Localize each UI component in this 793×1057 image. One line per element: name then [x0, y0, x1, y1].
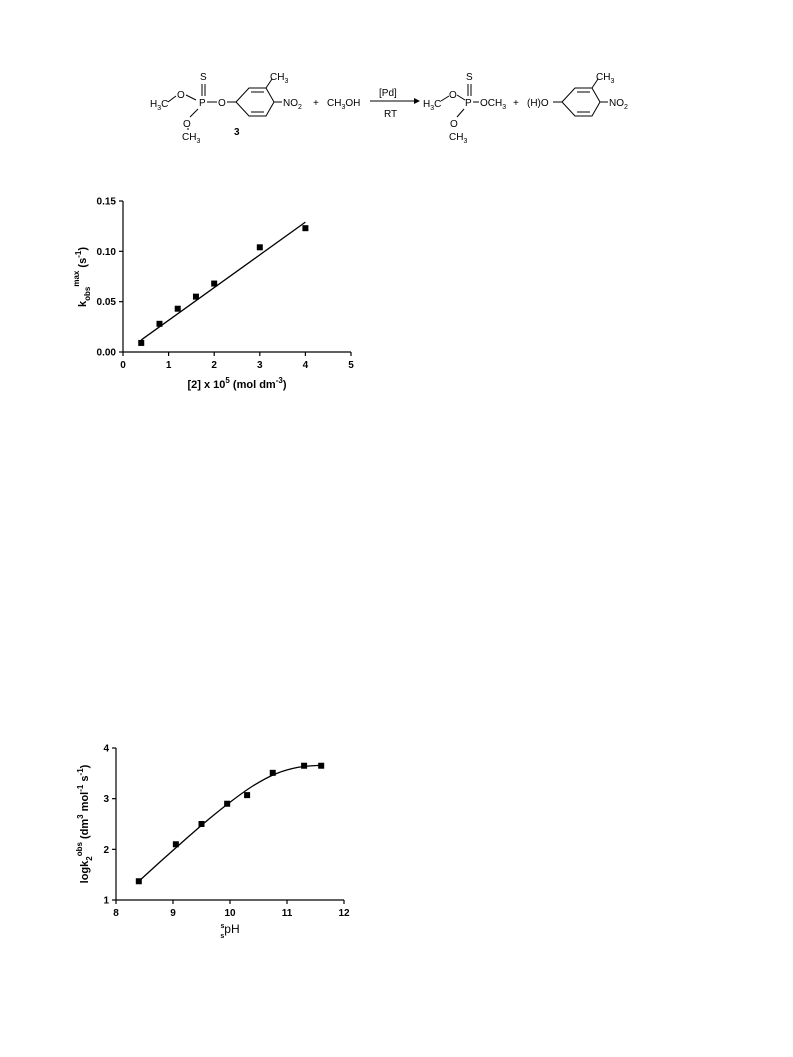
x-tick-label: 12 [338, 908, 350, 919]
x-tick-label: 8 [113, 908, 119, 919]
reactant-o-aryl: O [218, 98, 226, 109]
reactant-no2: NO2 [283, 98, 302, 111]
reactant-aryl-ch3: CH3 [270, 72, 288, 85]
y-tick-label: 0.00 [97, 348, 117, 359]
chart1-y-axis-title: kobsmax (s-1) [72, 247, 92, 307]
data-point [211, 280, 218, 287]
chart1-x-axis-title: [2] x 105 (mol dm-3) [187, 376, 286, 391]
chart-kobs-vs-concentration: 0 1 2 3 4 5 0.00 0.05 0.10 0.15 [2] x 105 (mol dm… [72, 197, 354, 392]
y-tick-label: 0.15 [97, 197, 117, 208]
y-tick-label: 2 [103, 845, 109, 856]
data-point [172, 841, 179, 848]
reaction-scheme: S P O H3C O CH3 O CH3 NO2 3 + CH3OH [Pd]… [150, 72, 628, 145]
chart2-axes [115, 748, 344, 901]
y-tick-label: 4 [103, 744, 109, 755]
condition-label: RT [384, 109, 397, 120]
product-s-atom: S [466, 72, 473, 83]
reactant-o-left: O [177, 90, 185, 101]
data-point [224, 800, 231, 807]
product-ch3-bottom: CH3 [449, 132, 467, 145]
plus-sign-1: + [313, 98, 319, 109]
reaction-arrowhead [414, 98, 420, 104]
product-och3: OCH3 [480, 98, 506, 111]
catalyst-label: [Pd] [379, 88, 397, 99]
reactant-s-atom: S [200, 72, 207, 83]
product-ho: (H)O [527, 98, 549, 109]
product-o-left: O [449, 90, 457, 101]
y-tick-label: 3 [103, 794, 109, 805]
data-point [318, 762, 325, 769]
x-tick-label: 9 [170, 908, 176, 919]
data-point [269, 769, 276, 776]
reactant-compound-number: 3 [234, 127, 240, 138]
x-tick-label: 5 [348, 360, 354, 371]
reactant-h3c: H3C [150, 99, 168, 112]
y-tick-label: 0.05 [97, 297, 117, 308]
x-tick-label: 1 [166, 360, 172, 371]
product-h3c: H3C [423, 99, 441, 112]
x-tick-label: 0 [120, 360, 126, 371]
methanol: CH3OH [327, 98, 360, 111]
product-o-bottom: O [450, 119, 458, 130]
product-p-atom: P [465, 98, 472, 109]
product-aryl-ch3: CH3 [596, 72, 614, 85]
x-tick-label: 11 [282, 908, 293, 919]
chart1-axes [122, 201, 351, 353]
y-tick-label: 0.10 [97, 247, 117, 258]
x-tick-label: 10 [224, 908, 236, 919]
reactant-o-bottom: O [183, 119, 191, 130]
reactant-p-atom: P [199, 98, 206, 109]
data-point [156, 320, 163, 327]
data-point [138, 339, 145, 346]
product-no2: NO2 [609, 98, 628, 111]
x-tick-label: 4 [303, 360, 309, 371]
chart2-y-axis-title: logk2obs (dm3 mol-1 s-1) [75, 764, 94, 883]
reactant-ch3-bottom: CH3 [182, 132, 200, 145]
data-point [244, 792, 251, 799]
x-tick-label: 2 [211, 360, 217, 371]
fit-line [138, 764, 322, 882]
data-point [174, 305, 181, 312]
plus-sign-2: + [513, 98, 519, 109]
y-tick-label: 1 [103, 896, 109, 907]
data-point [135, 878, 142, 885]
data-point [256, 244, 263, 251]
data-point [198, 821, 205, 827]
data-point [302, 225, 309, 232]
data-point [301, 762, 308, 769]
chart2-x-axis-title: s spH [220, 922, 239, 940]
fit-line [140, 221, 306, 341]
data-point [192, 293, 199, 300]
x-tick-label: 3 [257, 360, 263, 371]
